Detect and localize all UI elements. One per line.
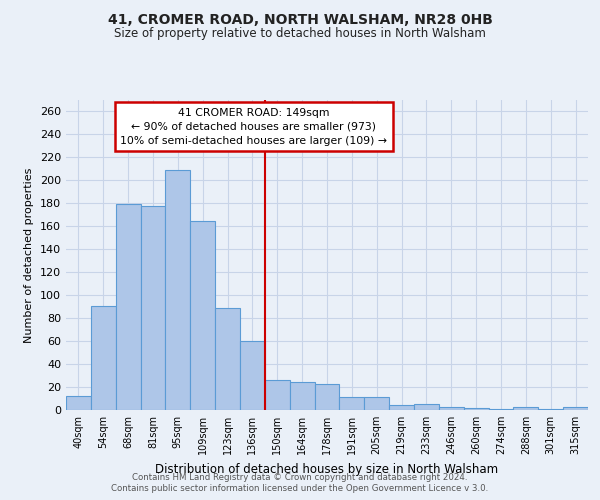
Bar [215, 308, 240, 410]
Bar [538, 409, 563, 410]
Bar [563, 406, 588, 410]
Bar [464, 408, 488, 410]
Bar [265, 380, 290, 410]
Bar [314, 384, 340, 410]
Bar [290, 382, 314, 410]
Bar [389, 406, 414, 410]
X-axis label: Distribution of detached houses by size in North Walsham: Distribution of detached houses by size … [155, 462, 499, 475]
Bar [91, 306, 116, 410]
Text: Contains public sector information licensed under the Open Government Licence v : Contains public sector information licen… [112, 484, 488, 493]
Bar [66, 396, 91, 410]
Bar [364, 398, 389, 410]
Bar [340, 398, 364, 410]
Text: 41 CROMER ROAD: 149sqm
← 90% of detached houses are smaller (973)
10% of semi-de: 41 CROMER ROAD: 149sqm ← 90% of detached… [121, 108, 388, 146]
Bar [190, 220, 215, 410]
Bar [488, 409, 514, 410]
Bar [240, 341, 265, 410]
Text: Size of property relative to detached houses in North Walsham: Size of property relative to detached ho… [114, 28, 486, 40]
Y-axis label: Number of detached properties: Number of detached properties [25, 168, 34, 342]
Bar [116, 204, 140, 410]
Text: 41, CROMER ROAD, NORTH WALSHAM, NR28 0HB: 41, CROMER ROAD, NORTH WALSHAM, NR28 0HB [107, 12, 493, 26]
Bar [140, 206, 166, 410]
Text: Contains HM Land Registry data © Crown copyright and database right 2024.: Contains HM Land Registry data © Crown c… [132, 472, 468, 482]
Bar [514, 406, 538, 410]
Bar [414, 404, 439, 410]
Bar [439, 406, 464, 410]
Bar [166, 170, 190, 410]
